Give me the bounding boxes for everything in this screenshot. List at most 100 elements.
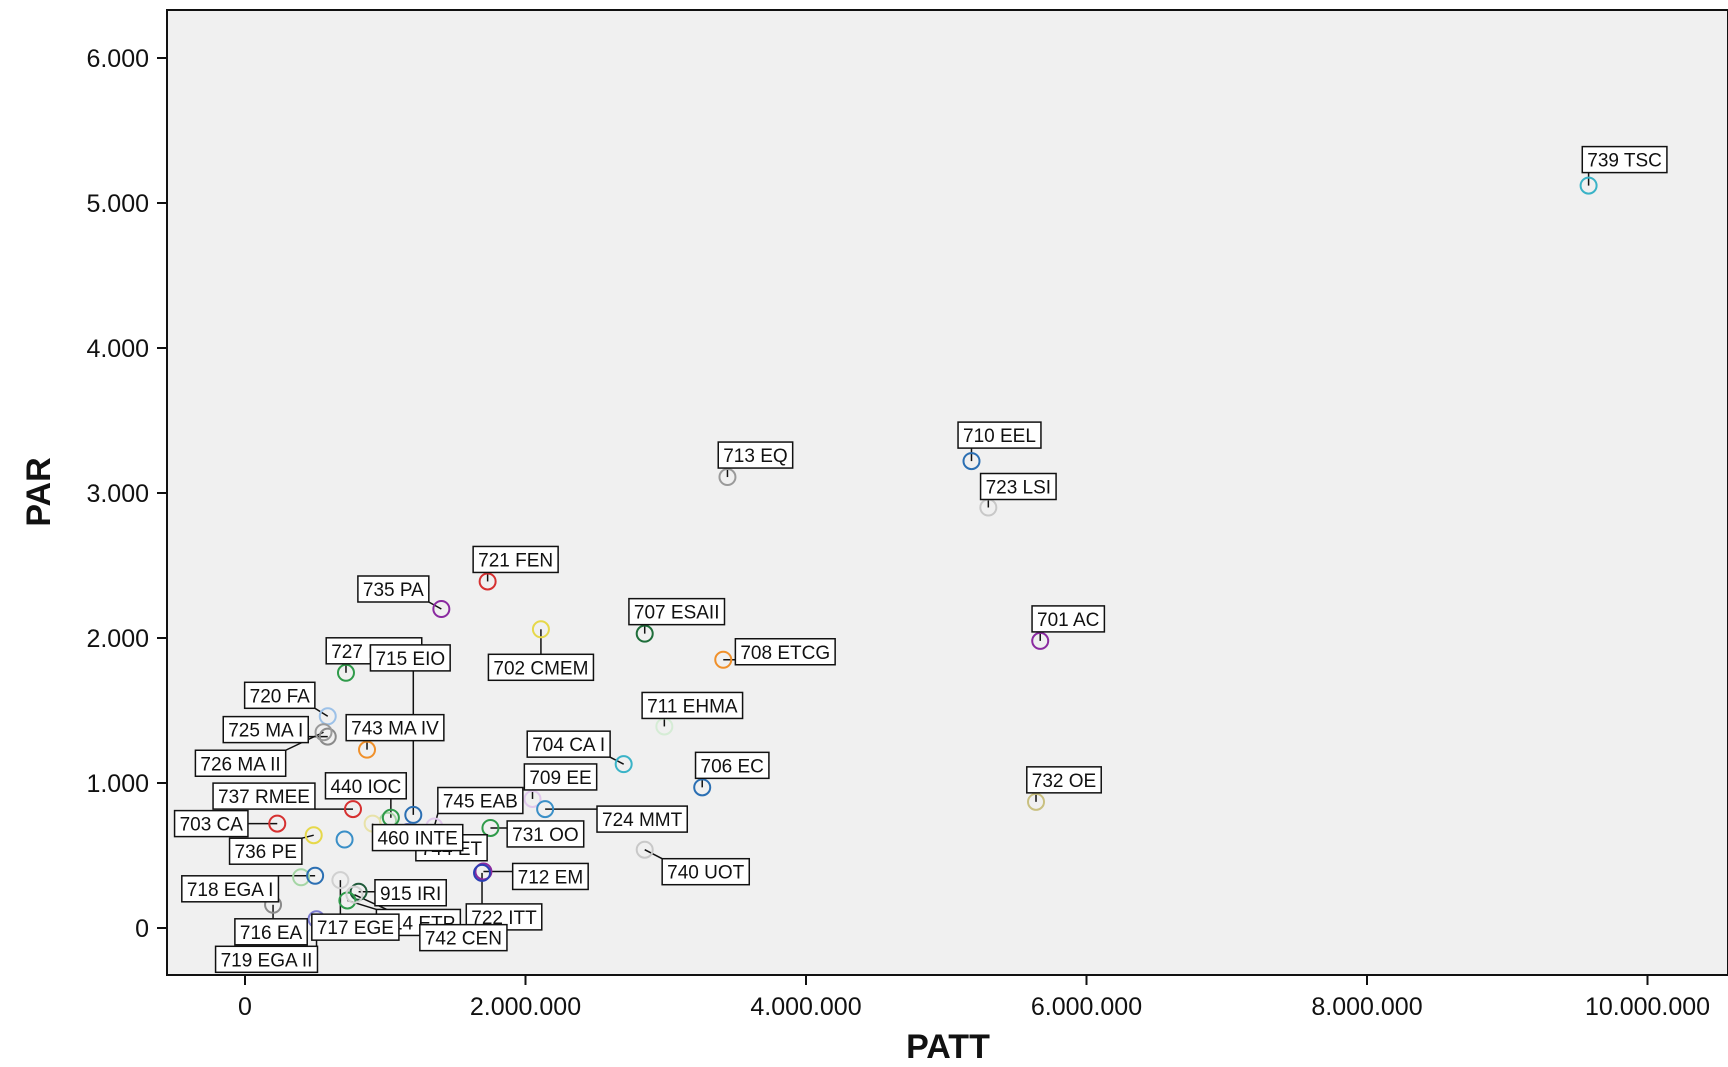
data-point bbox=[693, 778, 712, 797]
point-label-box bbox=[628, 597, 726, 626]
point-label: 460 INTE bbox=[377, 829, 457, 850]
point-label-box bbox=[1031, 605, 1106, 633]
data-point bbox=[714, 650, 733, 669]
point-label: 722 ITT bbox=[471, 908, 537, 929]
y-tick-label: 2.000 bbox=[86, 625, 149, 653]
point-label-box bbox=[222, 715, 309, 744]
point-label: 725 MA I bbox=[228, 721, 303, 742]
x-axis: 0 2.000.000 4.000.000 6.000.000 8.000.000 10.… bbox=[238, 975, 1710, 1021]
data-point bbox=[1031, 631, 1050, 650]
point-label-box bbox=[694, 751, 770, 780]
point-label: 715 EIO bbox=[375, 649, 445, 670]
data-point bbox=[635, 624, 654, 643]
data-point bbox=[343, 800, 362, 819]
point-label: 726 MA II bbox=[200, 754, 280, 775]
point-label-box bbox=[957, 421, 1042, 449]
data-point bbox=[523, 789, 542, 808]
point-label-box bbox=[371, 823, 464, 852]
point-label: 701 AC bbox=[1037, 610, 1099, 631]
data-point bbox=[536, 800, 555, 819]
data-point bbox=[481, 818, 500, 837]
point-label: 709 EE bbox=[529, 768, 591, 789]
point-label: 707 ESAII bbox=[634, 603, 720, 624]
point-label: 915 IRI bbox=[380, 884, 441, 905]
point-label-box bbox=[212, 782, 316, 810]
data-point bbox=[268, 814, 287, 833]
point-label: 735 PA bbox=[363, 580, 424, 601]
point-label: 706 EC bbox=[701, 756, 764, 777]
point-label-box bbox=[181, 875, 280, 903]
point-label: 708 ETCG bbox=[740, 643, 830, 664]
point-label: 739 TSC bbox=[1587, 151, 1662, 172]
point-label: 704 CA I bbox=[532, 735, 605, 756]
data-point bbox=[304, 826, 323, 845]
point-label-box bbox=[1581, 145, 1668, 174]
x-axis-title: PATT bbox=[906, 1028, 990, 1066]
data-point bbox=[358, 740, 377, 759]
leader-line bbox=[301, 834, 314, 839]
point-label: 724 MMT bbox=[602, 810, 683, 831]
point-label: 440 IOC bbox=[330, 777, 401, 798]
x-tick-label: 8.000.000 bbox=[1311, 993, 1422, 1021]
data-point bbox=[478, 572, 497, 591]
point-label: 721 FEN bbox=[478, 550, 553, 571]
y-tick-label: 5.000 bbox=[86, 190, 149, 218]
data-point bbox=[345, 885, 364, 904]
point-label-box bbox=[173, 809, 249, 838]
data-point bbox=[1579, 176, 1598, 195]
point-label-box bbox=[357, 575, 430, 603]
point-label: 732 OE bbox=[1032, 771, 1096, 792]
point-label-box bbox=[523, 763, 598, 791]
point-label: 710 EEL bbox=[963, 426, 1036, 447]
data-point bbox=[314, 723, 333, 742]
point-label-box bbox=[311, 913, 400, 941]
y-tick-label: 4.000 bbox=[86, 335, 149, 363]
data-point bbox=[306, 866, 325, 885]
point-label-box bbox=[596, 805, 689, 833]
point-label: 720 FA bbox=[250, 686, 311, 707]
data-point bbox=[1027, 792, 1046, 811]
data-point bbox=[473, 863, 492, 882]
y-tick-label: 6.000 bbox=[86, 45, 149, 73]
data-point bbox=[349, 882, 368, 901]
y-tick-label: 0 bbox=[135, 915, 149, 943]
point-label-box bbox=[374, 879, 447, 907]
point-label: 716 EA bbox=[240, 923, 303, 944]
point-label-box bbox=[369, 644, 451, 672]
point-label-box bbox=[214, 945, 319, 974]
plot-area bbox=[166, 9, 1728, 976]
x-tick-label: 6.000.000 bbox=[1031, 993, 1142, 1021]
point-label-box bbox=[511, 862, 589, 891]
point-label-box bbox=[734, 638, 836, 666]
point-label: 723 LSI bbox=[986, 478, 1052, 499]
point-label: 731 OO bbox=[512, 825, 579, 846]
point-label-box bbox=[234, 918, 308, 946]
point-label-box bbox=[487, 653, 595, 682]
point-label-box bbox=[979, 472, 1057, 501]
point-label: 713 EQ bbox=[723, 446, 787, 467]
point-label-box bbox=[194, 749, 287, 777]
point-label: 702 CMEM bbox=[493, 658, 588, 679]
point-label: 742 CEN bbox=[425, 929, 502, 950]
point-label: 740 UOT bbox=[667, 863, 744, 884]
point-label-box bbox=[345, 713, 445, 742]
point-label: 719 EGA II bbox=[221, 950, 313, 971]
leader-line bbox=[644, 849, 663, 860]
data-point bbox=[336, 663, 355, 682]
point-label: 737 RMEE bbox=[218, 787, 310, 808]
point-label: 703 CA bbox=[180, 815, 244, 836]
data-point bbox=[614, 755, 633, 774]
x-tick-label: 4.000.000 bbox=[750, 993, 861, 1021]
point-label: 736 PE bbox=[235, 842, 297, 863]
point-label: 717 EGE bbox=[317, 918, 394, 939]
point-label-box bbox=[661, 857, 751, 886]
x-tick-label: 0 bbox=[238, 993, 252, 1021]
point-label-box bbox=[717, 441, 794, 469]
point-label-box bbox=[228, 837, 303, 865]
point-label-box bbox=[506, 820, 585, 848]
data-point bbox=[335, 830, 354, 849]
data-point bbox=[318, 727, 337, 746]
data-point bbox=[474, 862, 493, 881]
x-tick-label: 2.000.000 bbox=[470, 993, 581, 1021]
